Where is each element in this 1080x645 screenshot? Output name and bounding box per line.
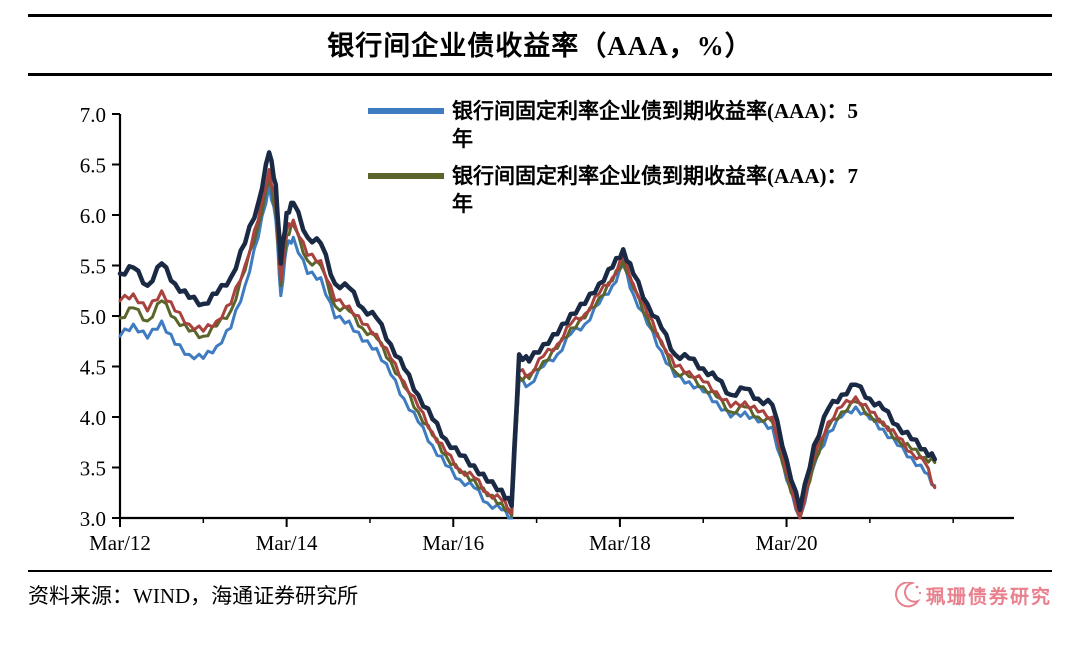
svg-text:5.0: 5.0 [80, 305, 106, 329]
legend-label-7y: 银行间固定利率企业债到期收益率(AAA)：7 年 [452, 163, 1008, 218]
legend-label-7y-line1: 银行间固定利率企业债到期收益率(AAA)：7 [452, 164, 858, 189]
legend-label-7y-line2: 年 [452, 192, 473, 217]
svg-text:Mar/14: Mar/14 [256, 531, 318, 555]
footer: 资料来源：WIND，海通证券研究所 珮珊债券研究 [28, 580, 1052, 610]
brand-logo: 珮珊债券研究 [893, 582, 1052, 609]
svg-text:3.5: 3.5 [80, 457, 106, 481]
chart-legend: 银行间固定利率企业债到期收益率(AAA)：5 年 银行间固定利率企业债到期收益率(… [368, 98, 1008, 229]
svg-text:4.0: 4.0 [80, 406, 106, 430]
svg-text:7.0: 7.0 [80, 103, 106, 127]
svg-text:Mar/20: Mar/20 [756, 531, 818, 555]
source-text: 资料来源：WIND，海通证券研究所 [28, 584, 359, 608]
title-divider [28, 73, 1052, 76]
svg-text:Mar/18: Mar/18 [589, 531, 651, 555]
brand-name: 珮珊债券研究 [925, 586, 1052, 608]
legend-label-5y: 银行间固定利率企业债到期收益率(AAA)：5 年 [452, 98, 1008, 153]
svg-text:6.5: 6.5 [80, 154, 106, 178]
svg-text:6.0: 6.0 [80, 204, 106, 228]
legend-label-5y-line2: 年 [452, 126, 473, 151]
svg-text:3.0: 3.0 [80, 507, 106, 531]
page-title: 银行间企业债收益率（AAA，%） [327, 31, 753, 61]
svg-text:5.5: 5.5 [80, 255, 106, 279]
legend-item-5y: 银行间固定利率企业债到期收益率(AAA)：5 年 [368, 98, 1008, 153]
top-divider [28, 14, 1052, 17]
svg-text:Mar/16: Mar/16 [422, 531, 484, 555]
legend-label-5y-line1: 银行间固定利率企业债到期收益率(AAA)：5 [452, 99, 858, 123]
svg-text:4.5: 4.5 [80, 356, 106, 380]
legend-swatch-7y-line [368, 173, 444, 180]
footer-divider [28, 570, 1052, 572]
chart-svg: 3.0 3.5 4.0 4.5 5.0 5.5 6.0 6.5 7.0 Mar/12 Mar/14 M… [80, 103, 1014, 555]
svg-text:Mar/12: Mar/12 [89, 531, 151, 555]
legend-item-7y: 银行间固定利率企业债到期收益率(AAA)：7 年 [368, 163, 1008, 218]
legend-swatch-5y-line [368, 108, 444, 114]
moon-face-icon [895, 582, 921, 608]
